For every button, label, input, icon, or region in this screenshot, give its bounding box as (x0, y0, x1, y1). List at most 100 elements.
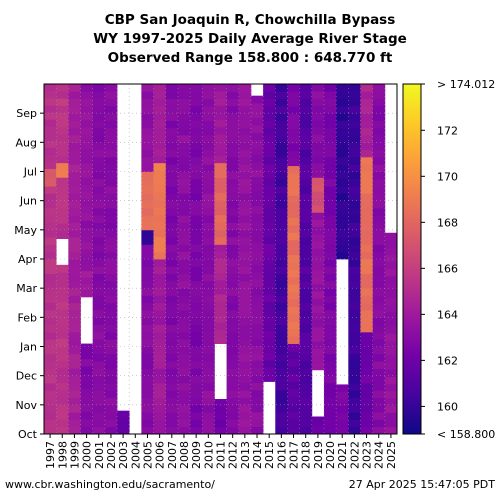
heatmap-cell-1997 (44, 273, 57, 282)
heatmap-cell-1997 (44, 317, 57, 326)
heatmap-cell-2020 (323, 419, 337, 428)
heatmap-cell-2021 (336, 222, 349, 231)
heatmap-cell-2024 (372, 361, 386, 369)
heatmap-cell-2003 (117, 426, 130, 435)
heatmap-cell-2013 (238, 207, 252, 216)
heatmap-cell-1999 (68, 178, 81, 187)
heatmap-cell-1998 (56, 338, 69, 347)
heatmap-cell-2018 (299, 375, 313, 384)
heatmap-cell-2001 (92, 164, 106, 172)
heatmap-cell-2017 (287, 418, 301, 427)
heatmap-cell-2010 (202, 382, 215, 391)
heatmap-cell-2022 (348, 302, 361, 311)
heatmap-cell-2018 (299, 251, 313, 260)
heatmap-cell-2014 (250, 117, 264, 126)
heatmap-cell-2009 (190, 266, 203, 274)
heatmap-cell-2005 (141, 375, 154, 384)
heatmap-cell-1997 (44, 412, 57, 420)
heatmap-cell-1999 (68, 375, 81, 384)
y-tick-label-Jul: Jul (23, 166, 37, 179)
heatmap-cell-2022 (348, 390, 361, 398)
heatmap-cell-2019 (311, 155, 325, 164)
heatmap-cell-2009 (190, 113, 203, 121)
heatmap-cell-2009 (190, 149, 203, 158)
heatmap-cell-2020 (323, 295, 337, 304)
heatmap-cell-2019 (311, 184, 325, 192)
heatmap-cell-2010 (202, 419, 215, 428)
chart-title-line-1: CBP San Joaquin R, Chowchilla Bypass (104, 12, 396, 28)
heatmap-cell-2011 (214, 265, 227, 274)
heatmap-cell-2001 (92, 419, 106, 428)
heatmap-cell-2017 (287, 232, 301, 241)
heatmap-cell-2006 (153, 199, 167, 208)
heatmap-cell-2016 (275, 295, 288, 304)
heatmap-cell-2006 (153, 339, 167, 347)
heatmap-cell-2002 (104, 317, 118, 326)
heatmap-cell-2010 (202, 259, 215, 267)
heatmap-cell-2020 (323, 215, 337, 223)
heatmap-cell-2025 (384, 232, 398, 241)
heatmap-cell-2020 (323, 91, 337, 99)
heatmap-cell-2018 (299, 404, 313, 413)
heatmap-cell-2001 (92, 317, 106, 326)
heatmap-cell-2021 (336, 398, 349, 407)
heatmap-cell-2016 (275, 244, 288, 253)
heatmap-cell-1997 (44, 368, 57, 377)
heatmap-cell-2008 (177, 361, 191, 369)
heatmap-cell-2012 (226, 310, 240, 318)
heatmap-cell-2023 (360, 317, 374, 326)
heatmap-cell-2007 (165, 259, 179, 267)
heatmap-cell-2020 (323, 200, 337, 209)
heatmap-cell-2022 (348, 91, 361, 99)
heatmap-cell-1997 (44, 126, 57, 134)
heatmap-cell-2002 (104, 207, 118, 216)
heatmap-cell-2021 (336, 178, 349, 187)
heatmap-cell-2007 (165, 331, 179, 340)
heatmap-cell-1997 (44, 200, 57, 209)
heatmap-cell-2013 (238, 419, 252, 428)
heatmap-cell-2011 (214, 105, 227, 114)
heatmap-cell-2006 (153, 221, 167, 230)
heatmap-cell-1997 (44, 288, 57, 296)
heatmap-cell-2022 (348, 295, 361, 304)
heatmap-cell-2001 (92, 98, 106, 107)
heatmap-cell-1998 (56, 360, 69, 369)
heatmap-cell-2015 (263, 98, 276, 107)
heatmap-cell-2017 (287, 165, 301, 174)
heatmap-cell-2018 (299, 215, 313, 223)
heatmap-cell-2006 (153, 361, 167, 369)
heatmap-cell-2016 (275, 331, 288, 340)
heatmap-cell-2023 (360, 84, 374, 92)
heatmap-cell-2018 (299, 135, 313, 143)
heatmap-cell-2002 (104, 419, 118, 428)
heatmap-cell-1997 (44, 324, 57, 333)
heatmap-cell-2000 (80, 148, 94, 157)
heatmap-cell-2007 (165, 368, 179, 377)
heatmap-cell-2017 (287, 135, 301, 144)
heatmap-cell-2019 (311, 283, 325, 292)
heatmap-cell-2021 (336, 91, 349, 99)
heatmap-cell-2002 (104, 368, 118, 377)
heatmap-cell-2016 (275, 178, 288, 187)
heatmap-cell-2024 (372, 200, 386, 209)
heatmap-cell-2007 (165, 113, 179, 121)
heatmap-cell-2016 (275, 302, 288, 311)
heatmap-cell-2025 (384, 340, 398, 349)
heatmap-cell-2020 (323, 171, 337, 180)
heatmap-cell-2015 (263, 192, 276, 201)
heatmap-cell-2015 (263, 163, 276, 172)
heatmap-cell-2024 (372, 229, 386, 238)
heatmap-cell-2010 (202, 375, 215, 384)
heatmap-cell-2022 (348, 105, 361, 114)
heatmap-cell-2014 (250, 257, 264, 266)
heatmap-cell-2016 (275, 215, 288, 223)
heatmap-cell-2009 (190, 251, 203, 260)
heatmap-cell-2015 (263, 142, 276, 150)
heatmap-cell-2012 (226, 404, 240, 413)
heatmap-cell-2019 (311, 119, 325, 128)
heatmap-cell-2016 (275, 164, 288, 172)
heatmap-cell-2014 (250, 367, 264, 376)
heatmap-cell-2006 (153, 170, 167, 178)
heatmap-cell-2015 (263, 134, 276, 143)
heatmap-cell-2010 (202, 149, 215, 158)
